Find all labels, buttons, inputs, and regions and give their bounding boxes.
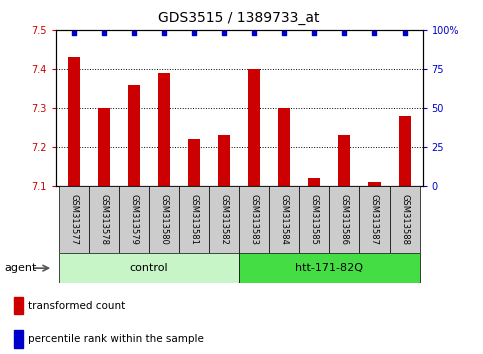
Point [370, 30, 378, 36]
Bar [339, 135, 350, 186]
Bar [278, 108, 290, 186]
Text: GSM313586: GSM313586 [340, 194, 349, 245]
Bar [58, 253, 239, 283]
Text: transformed count: transformed count [28, 301, 125, 310]
Text: GSM313579: GSM313579 [129, 194, 138, 245]
Bar [209, 186, 239, 253]
Bar [179, 186, 209, 253]
Bar [58, 186, 89, 253]
Text: GSM313582: GSM313582 [220, 194, 228, 245]
Text: percentile rank within the sample: percentile rank within the sample [28, 334, 203, 344]
Point [220, 30, 228, 36]
Bar [369, 182, 381, 186]
Bar [14, 297, 23, 314]
Bar [398, 116, 411, 186]
Text: GDS3515 / 1389733_at: GDS3515 / 1389733_at [158, 11, 320, 25]
Point [311, 30, 318, 36]
Bar [299, 186, 329, 253]
Bar [239, 253, 420, 283]
Text: control: control [129, 263, 168, 273]
Bar [119, 186, 149, 253]
Point [401, 30, 409, 36]
Bar [389, 186, 420, 253]
Bar [98, 108, 110, 186]
Text: agent: agent [5, 263, 37, 273]
Point [100, 30, 108, 36]
Text: GSM313581: GSM313581 [189, 194, 199, 245]
Bar [218, 135, 230, 186]
Text: GSM313588: GSM313588 [400, 194, 409, 245]
Bar [308, 178, 320, 186]
Bar [128, 85, 140, 186]
Bar [359, 186, 389, 253]
Bar [89, 186, 119, 253]
Point [250, 30, 258, 36]
Bar [269, 186, 299, 253]
Point [190, 30, 198, 36]
Point [70, 30, 77, 36]
Bar [68, 57, 80, 186]
Bar [149, 186, 179, 253]
Bar [14, 330, 23, 348]
Text: GSM313578: GSM313578 [99, 194, 108, 245]
Bar [188, 139, 200, 186]
Point [280, 30, 288, 36]
Bar [329, 186, 359, 253]
Text: GSM313577: GSM313577 [69, 194, 78, 245]
Bar [239, 186, 269, 253]
Bar [248, 69, 260, 186]
Text: GSM313580: GSM313580 [159, 194, 169, 245]
Point [160, 30, 168, 36]
Text: GSM313585: GSM313585 [310, 194, 319, 245]
Text: GSM313587: GSM313587 [370, 194, 379, 245]
Point [130, 30, 138, 36]
Point [341, 30, 348, 36]
Bar [158, 73, 170, 186]
Text: GSM313583: GSM313583 [250, 194, 258, 245]
Text: GSM313584: GSM313584 [280, 194, 289, 245]
Text: htt-171-82Q: htt-171-82Q [295, 263, 363, 273]
